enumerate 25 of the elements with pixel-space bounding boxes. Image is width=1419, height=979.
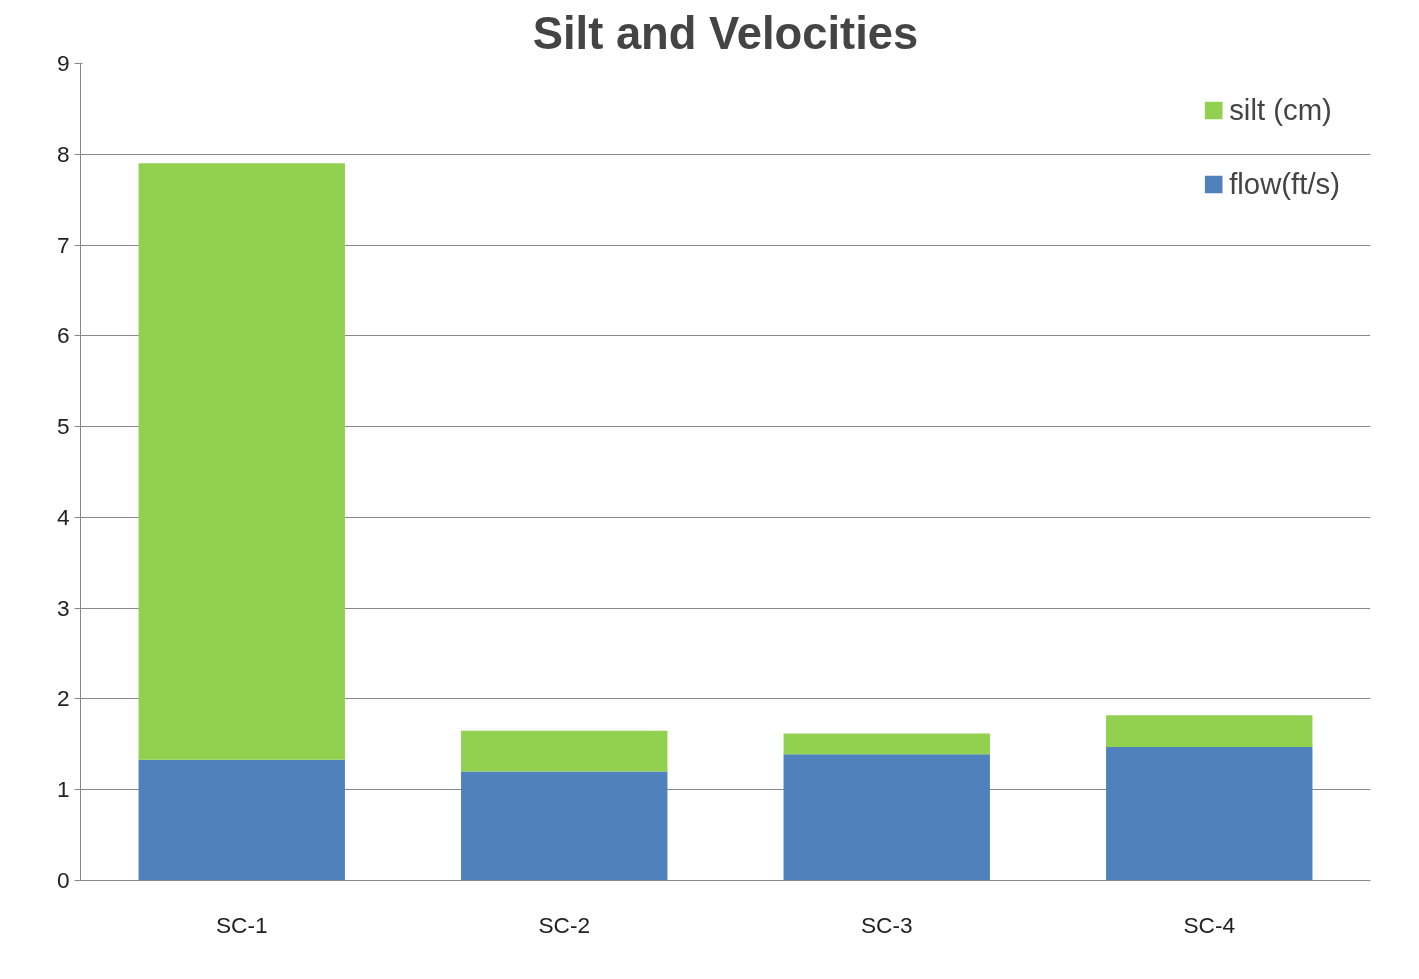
legend-label: silt (cm): [1229, 93, 1332, 127]
bar: [1106, 715, 1313, 748]
chart-title: Silt and Velocities: [532, 7, 919, 59]
y-tick-label: 9: [56, 50, 70, 76]
bar: [461, 730, 668, 772]
x-tick-label: SC-2: [538, 911, 591, 938]
y-tick-label: 7: [56, 231, 70, 258]
y-tick-label: 4: [56, 503, 70, 530]
bar: [461, 771, 668, 881]
y-tick-label: 2: [56, 685, 70, 712]
y-tick-label: 1: [56, 776, 70, 803]
y-tick-label: 0: [56, 867, 70, 893]
y-tick-label: 6: [56, 322, 70, 349]
y-tick-label: 3: [56, 594, 70, 621]
x-tick-label: SC-3: [860, 911, 913, 938]
x-tick-label: SC-4: [1183, 911, 1236, 938]
bar: [138, 163, 345, 760]
bar: [783, 754, 990, 881]
legend-label: flow(ft/s): [1229, 167, 1340, 201]
bar: [138, 759, 345, 881]
y-tick-label: 8: [56, 140, 70, 167]
y-tick-label: 5: [56, 413, 70, 440]
x-tick-label: SC-1: [215, 911, 268, 938]
bar: [783, 733, 990, 755]
bar: [1106, 747, 1313, 881]
